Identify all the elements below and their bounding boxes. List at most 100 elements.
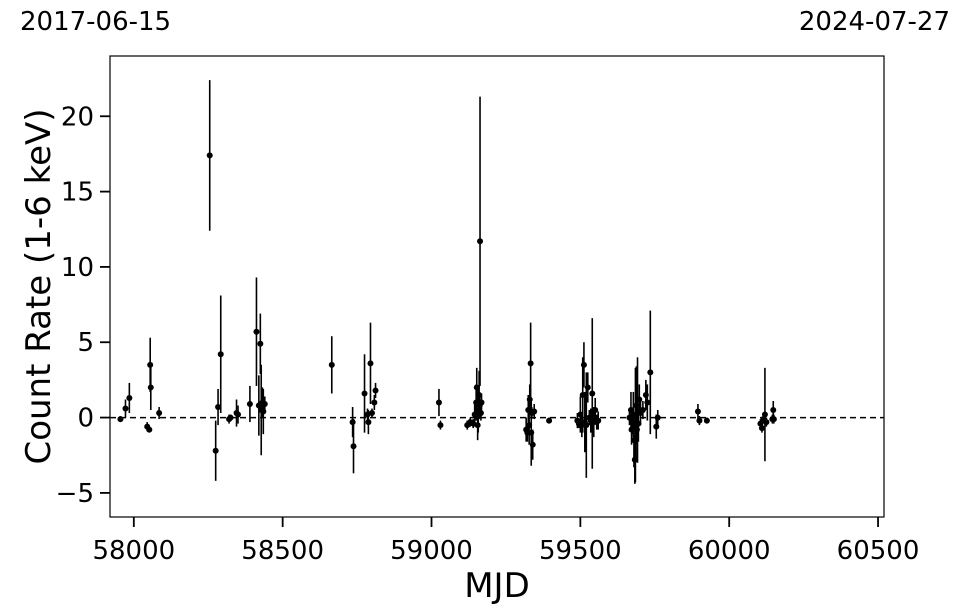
point-marker — [368, 410, 375, 417]
x-tick-label: 60000 — [688, 536, 771, 566]
point-marker — [696, 417, 703, 424]
data-point — [367, 322, 374, 405]
point-marker — [636, 396, 643, 403]
point-marker — [770, 407, 777, 414]
data-point — [527, 322, 534, 405]
data-point — [477, 96, 484, 386]
y-tick-label: 0 — [77, 404, 94, 434]
data-point — [261, 396, 268, 412]
data-point — [156, 407, 163, 420]
data-point — [328, 336, 335, 394]
point-marker — [349, 419, 356, 426]
data-points — [117, 80, 777, 484]
end-date-label: 2024-07-27 — [798, 7, 950, 37]
point-marker — [546, 417, 553, 424]
data-point — [636, 384, 643, 415]
data-point — [146, 426, 153, 433]
point-marker — [257, 340, 264, 347]
point-marker — [147, 384, 154, 391]
data-point — [372, 382, 379, 398]
data-point — [761, 367, 768, 462]
point-marker — [122, 405, 129, 412]
data-point — [365, 410, 372, 435]
point-marker — [639, 407, 646, 414]
point-marker — [365, 419, 372, 426]
point-marker — [437, 422, 444, 429]
point-marker — [763, 419, 770, 426]
x-axis-label: MJD — [464, 566, 530, 606]
data-point — [703, 417, 710, 424]
data-point — [644, 384, 651, 421]
axis-ticks: 58000 58500 59000 59500 60000 60500 −5 0 5 10 15 20 — [56, 102, 920, 566]
point-marker — [761, 411, 768, 418]
data-point — [694, 404, 701, 420]
y-tick-label: −5 — [56, 479, 94, 509]
data-point — [639, 400, 646, 420]
point-marker — [703, 417, 710, 424]
data-point — [206, 80, 213, 231]
x-tick-label: 60500 — [837, 536, 920, 566]
data-point — [361, 354, 368, 433]
point-marker — [644, 399, 651, 406]
y-tick-label: 5 — [77, 328, 94, 358]
point-marker — [215, 404, 222, 411]
data-point — [580, 342, 587, 388]
point-marker — [694, 408, 701, 415]
data-point — [215, 388, 222, 426]
plot-area-frame — [109, 55, 885, 518]
point-marker — [758, 425, 765, 432]
data-point — [253, 277, 260, 386]
point-marker — [350, 443, 357, 450]
x-tick-label: 58500 — [241, 536, 324, 566]
x-tick-label: 59500 — [539, 536, 622, 566]
point-marker — [367, 360, 374, 367]
data-point — [371, 394, 378, 411]
data-point — [696, 416, 703, 426]
point-marker — [589, 390, 596, 397]
point-marker — [595, 417, 602, 424]
point-marker — [531, 408, 538, 415]
point-marker — [212, 447, 219, 454]
x-tick-label: 59000 — [390, 536, 473, 566]
data-point — [529, 429, 536, 460]
point-marker — [361, 390, 368, 397]
data-point — [217, 295, 224, 414]
start-date-label: 2017-06-15 — [20, 7, 172, 37]
point-marker — [156, 410, 163, 417]
point-marker — [261, 401, 268, 408]
point-marker — [583, 422, 590, 429]
data-point — [531, 404, 538, 420]
data-point — [435, 388, 442, 417]
data-point — [350, 419, 357, 474]
point-marker — [435, 399, 442, 406]
data-point — [126, 382, 133, 414]
point-marker — [584, 384, 591, 391]
data-point — [246, 385, 253, 423]
point-marker — [246, 401, 253, 408]
data-point — [654, 410, 661, 426]
point-marker — [206, 152, 213, 159]
data-point — [437, 420, 444, 430]
point-marker — [372, 387, 379, 394]
y-axis-label: Count Rate (1-6 keV) — [19, 108, 59, 464]
data-point — [235, 405, 242, 424]
point-marker — [477, 410, 484, 417]
data-point — [763, 417, 770, 427]
data-point — [147, 364, 154, 411]
point-marker — [527, 360, 534, 367]
data-point — [212, 420, 219, 481]
data-point — [589, 318, 596, 469]
data-point — [122, 399, 129, 418]
y-tick-label: 15 — [61, 178, 94, 208]
data-point — [349, 407, 356, 438]
point-marker — [654, 414, 661, 421]
point-marker — [477, 238, 484, 245]
point-marker — [580, 361, 587, 368]
point-marker — [328, 361, 335, 368]
point-marker — [253, 328, 260, 335]
point-marker — [217, 351, 224, 358]
point-marker — [478, 399, 485, 406]
data-point — [595, 411, 602, 430]
data-point — [368, 408, 375, 418]
